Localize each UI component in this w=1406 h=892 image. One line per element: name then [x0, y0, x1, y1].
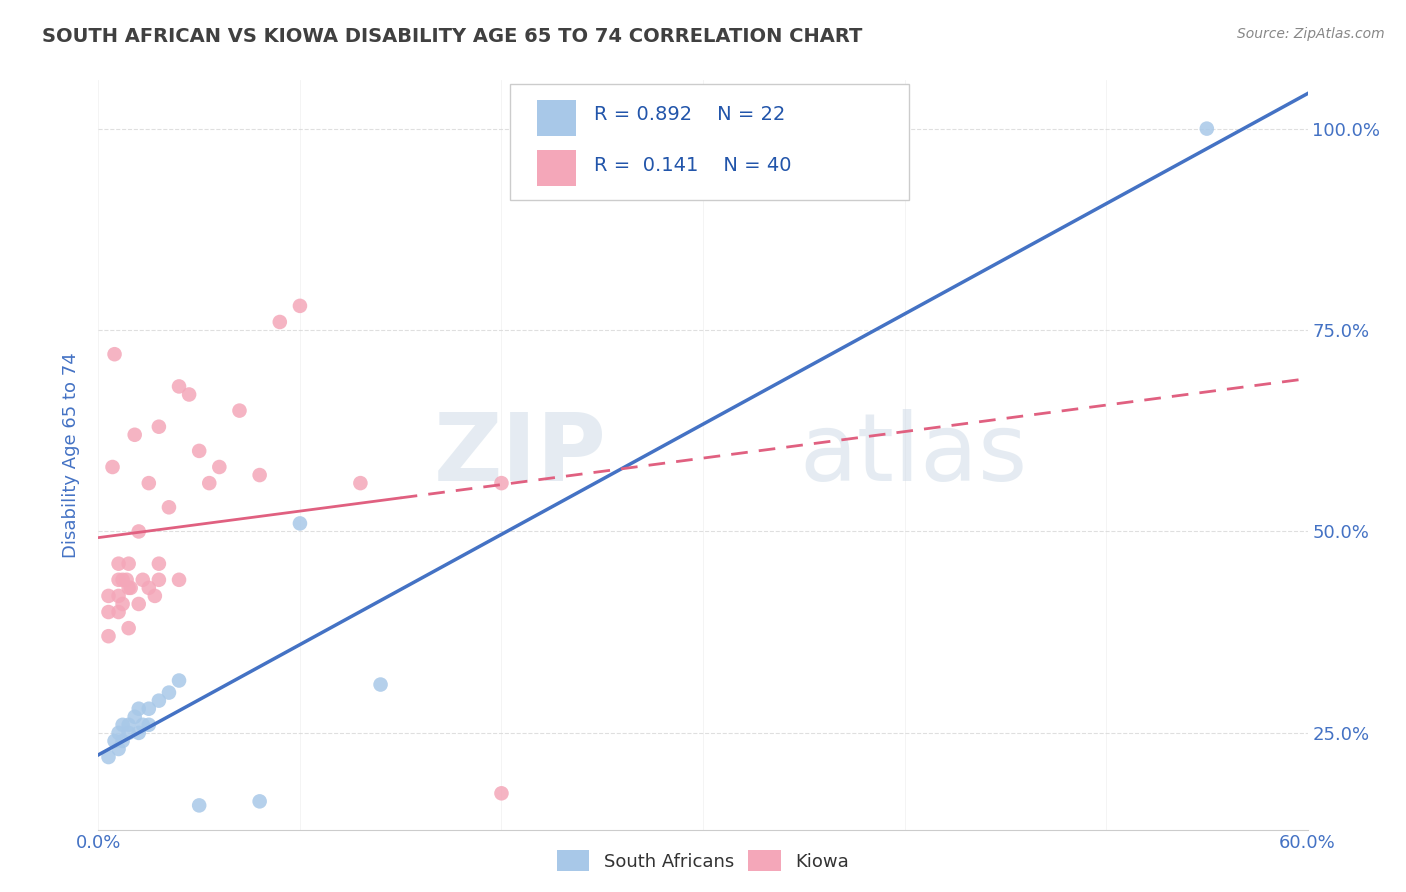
Point: [111, 597, 134, 611]
Point: [101, 460, 124, 475]
Point: [167, 673, 190, 688]
Point: [370, 677, 392, 691]
Point: [107, 726, 129, 740]
Point: [132, 718, 155, 732]
Point: [491, 786, 513, 800]
Point: [97, 605, 120, 619]
Point: [179, 387, 201, 401]
Point: [138, 581, 160, 595]
Point: [249, 794, 271, 808]
Legend: South Africans, Kiowa: South Africans, Kiowa: [550, 843, 856, 879]
Text: ZIP: ZIP: [433, 409, 606, 501]
Point: [148, 573, 170, 587]
Text: R = 0.892    N = 22: R = 0.892 N = 22: [595, 105, 786, 125]
Point: [128, 726, 150, 740]
Point: [188, 443, 211, 458]
Point: [138, 476, 160, 491]
Point: [97, 589, 120, 603]
Point: [118, 557, 141, 571]
Point: [97, 750, 120, 764]
Point: [208, 460, 231, 475]
FancyBboxPatch shape: [509, 84, 908, 200]
Point: [167, 379, 190, 393]
Point: [111, 734, 134, 748]
Point: [143, 589, 166, 603]
Point: [111, 718, 134, 732]
Point: [128, 702, 150, 716]
Point: [103, 734, 125, 748]
Point: [111, 573, 134, 587]
Point: [107, 742, 129, 756]
Point: [349, 476, 371, 491]
Point: [128, 524, 150, 539]
FancyBboxPatch shape: [537, 100, 576, 136]
Text: atlas: atlas: [800, 409, 1028, 501]
Point: [228, 403, 250, 417]
Point: [198, 476, 221, 491]
Point: [288, 299, 311, 313]
Point: [107, 605, 129, 619]
Point: [491, 476, 513, 491]
Point: [157, 685, 180, 699]
Point: [148, 693, 170, 707]
Point: [138, 702, 160, 716]
Point: [1195, 121, 1218, 136]
Text: SOUTH AFRICAN VS KIOWA DISABILITY AGE 65 TO 74 CORRELATION CHART: SOUTH AFRICAN VS KIOWA DISABILITY AGE 65…: [42, 27, 862, 45]
Point: [124, 427, 146, 442]
Point: [128, 597, 150, 611]
Point: [97, 629, 120, 643]
Point: [132, 573, 155, 587]
Point: [118, 718, 141, 732]
Point: [118, 621, 141, 635]
Point: [103, 347, 125, 361]
FancyBboxPatch shape: [537, 150, 576, 186]
Point: [107, 557, 129, 571]
Point: [269, 315, 291, 329]
Point: [118, 581, 141, 595]
Point: [124, 710, 146, 724]
Point: [120, 581, 142, 595]
Point: [148, 557, 170, 571]
Text: R =  0.141    N = 40: R = 0.141 N = 40: [595, 156, 792, 176]
Point: [288, 516, 311, 531]
Point: [107, 589, 129, 603]
Point: [107, 573, 129, 587]
Point: [157, 500, 180, 515]
Point: [188, 798, 211, 813]
Point: [115, 573, 138, 587]
Y-axis label: Disability Age 65 to 74: Disability Age 65 to 74: [62, 352, 80, 558]
Text: Source: ZipAtlas.com: Source: ZipAtlas.com: [1237, 27, 1385, 41]
Point: [148, 419, 170, 434]
Point: [167, 573, 190, 587]
Point: [118, 726, 141, 740]
Point: [249, 468, 271, 483]
Point: [138, 718, 160, 732]
